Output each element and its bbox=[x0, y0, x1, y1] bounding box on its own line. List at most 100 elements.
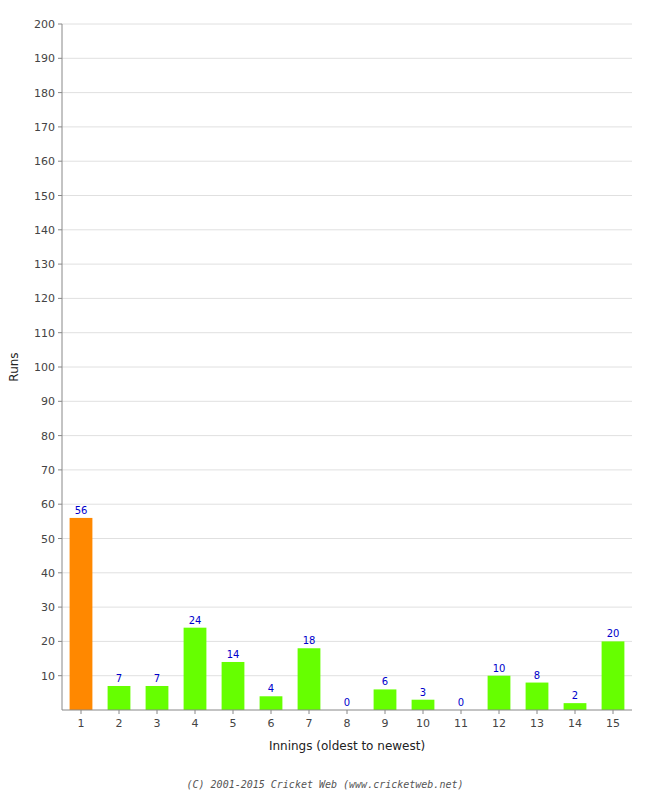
y-tick bbox=[58, 401, 62, 402]
x-tick bbox=[575, 710, 576, 714]
bar bbox=[374, 689, 397, 710]
data-label: 3 bbox=[420, 687, 426, 698]
x-tick-label: 15 bbox=[606, 717, 620, 730]
grid-line bbox=[62, 195, 632, 196]
y-tick bbox=[58, 607, 62, 608]
bar bbox=[564, 703, 587, 710]
data-label: 4 bbox=[268, 683, 274, 694]
x-tick bbox=[271, 710, 272, 714]
bar bbox=[488, 676, 511, 710]
y-tick-label: 90 bbox=[41, 395, 55, 408]
bars bbox=[70, 518, 625, 710]
y-tick-label: 130 bbox=[34, 258, 55, 271]
x-tick-label: 9 bbox=[382, 717, 389, 730]
y-axis-line bbox=[62, 24, 63, 710]
x-tick-label: 13 bbox=[530, 717, 544, 730]
data-label: 56 bbox=[75, 505, 88, 516]
grid-line bbox=[62, 367, 632, 368]
grid-line bbox=[62, 24, 632, 25]
y-tick bbox=[58, 332, 62, 333]
x-tick bbox=[157, 710, 158, 714]
grid-line bbox=[62, 92, 632, 93]
footer: (C) 2001-2015 Cricket Web (www.cricketwe… bbox=[187, 779, 464, 790]
y-tick-label: 190 bbox=[34, 52, 55, 65]
y-tick bbox=[58, 367, 62, 368]
y-tick-label: 30 bbox=[41, 601, 55, 614]
y-tick bbox=[58, 298, 62, 299]
x-axis-label: Innings (oldest to newest) bbox=[269, 739, 425, 753]
y-tick-label: 160 bbox=[34, 155, 55, 168]
grid-line bbox=[62, 435, 632, 436]
y-tick bbox=[58, 229, 62, 230]
x-tick bbox=[423, 710, 424, 714]
y-tick bbox=[58, 264, 62, 265]
grid-line bbox=[62, 126, 632, 127]
x-tick bbox=[233, 710, 234, 714]
y-tick-label: 100 bbox=[34, 361, 55, 374]
y-tick bbox=[58, 504, 62, 505]
y-tick-label: 70 bbox=[41, 464, 55, 477]
bar bbox=[184, 628, 207, 710]
y-tick-label: 180 bbox=[34, 87, 55, 100]
bar bbox=[526, 683, 549, 710]
grid-line bbox=[62, 607, 632, 608]
y-tick-label: 120 bbox=[34, 292, 55, 305]
bar bbox=[146, 686, 169, 710]
grid-line bbox=[62, 264, 632, 265]
y-tick bbox=[58, 161, 62, 162]
x-tick bbox=[81, 710, 82, 714]
y-tick bbox=[58, 92, 62, 93]
bar bbox=[298, 648, 321, 710]
grid-line bbox=[62, 469, 632, 470]
data-label: 20 bbox=[607, 628, 620, 639]
x-tick bbox=[461, 710, 462, 714]
x-tick-label: 14 bbox=[568, 717, 582, 730]
y-tick bbox=[58, 641, 62, 642]
grid-line bbox=[62, 641, 632, 642]
x-tick bbox=[499, 710, 500, 714]
y-tick-label: 170 bbox=[34, 121, 55, 134]
y-tick bbox=[58, 469, 62, 470]
y-tick bbox=[58, 195, 62, 196]
bar bbox=[260, 696, 283, 710]
data-label: 8 bbox=[534, 670, 540, 681]
y-tick bbox=[58, 126, 62, 127]
x-tick bbox=[309, 710, 310, 714]
data-label: 2 bbox=[572, 690, 578, 701]
grid-line bbox=[62, 538, 632, 539]
x-tick-label: 7 bbox=[306, 717, 313, 730]
x-tick bbox=[613, 710, 614, 714]
data-label: 6 bbox=[382, 676, 388, 687]
grid-line bbox=[62, 675, 632, 676]
y-tick bbox=[58, 572, 62, 573]
y-tick-label: 140 bbox=[34, 224, 55, 237]
grid-line bbox=[62, 332, 632, 333]
x-tick bbox=[385, 710, 386, 714]
bar bbox=[70, 518, 93, 710]
y-tick-label: 50 bbox=[41, 533, 55, 546]
x-tick bbox=[347, 710, 348, 714]
y-tick bbox=[58, 675, 62, 676]
data-label: 0 bbox=[344, 697, 350, 708]
chart: 1020304050607080901001101201301401501601… bbox=[0, 0, 650, 800]
x-tick-label: 2 bbox=[116, 717, 123, 730]
y-axis: 1020304050607080901001101201301401501601… bbox=[34, 18, 632, 683]
data-label: 18 bbox=[303, 635, 316, 646]
x-tick bbox=[195, 710, 196, 714]
grid-line bbox=[62, 401, 632, 402]
y-tick-label: 60 bbox=[41, 498, 55, 511]
grid-line bbox=[62, 161, 632, 162]
data-label: 24 bbox=[189, 615, 202, 626]
y-tick-label: 10 bbox=[41, 670, 55, 683]
x-tick-label: 4 bbox=[192, 717, 199, 730]
x-tick-label: 6 bbox=[268, 717, 275, 730]
y-axis-label: Runs bbox=[7, 352, 21, 381]
y-tick-label: 200 bbox=[34, 18, 55, 31]
x-axis: 123456789101112131415 bbox=[78, 710, 621, 730]
grid-line bbox=[62, 58, 632, 59]
bar bbox=[412, 700, 435, 710]
x-tick bbox=[537, 710, 538, 714]
bar bbox=[222, 662, 245, 710]
x-tick-label: 12 bbox=[492, 717, 506, 730]
x-tick bbox=[119, 710, 120, 714]
